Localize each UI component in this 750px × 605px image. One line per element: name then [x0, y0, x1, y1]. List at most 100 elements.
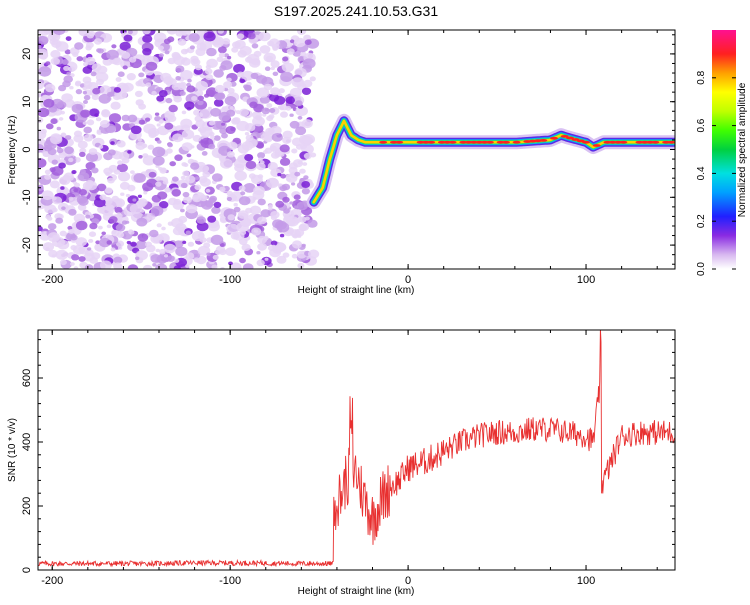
- noise-speckle: [45, 83, 56, 93]
- noise-speckle: [155, 176, 162, 181]
- noise-speckle: [173, 258, 180, 263]
- noise-speckle: [43, 231, 48, 236]
- noise-speckle: [76, 56, 84, 62]
- noise-speckle: [242, 263, 254, 269]
- noise-speckle: [217, 30, 224, 34]
- noise-speckle: [213, 201, 222, 208]
- noise-speckle: [295, 100, 303, 107]
- noise-speckle: [220, 60, 233, 71]
- noise-speckle: [92, 87, 101, 95]
- noise-speckle: [282, 196, 290, 203]
- noise-speckle: [69, 86, 74, 90]
- noise-speckle: [257, 216, 267, 225]
- noise-speckle: [159, 167, 167, 174]
- noise-speckle: [117, 163, 128, 173]
- noise-speckle: [289, 39, 295, 44]
- noise-speckle: [112, 57, 123, 66]
- noise-speckle: [67, 175, 74, 181]
- noise-speckle: [186, 85, 196, 93]
- noise-speckle: [193, 253, 198, 257]
- noise-speckle: [86, 179, 94, 186]
- noise-speckle: [95, 72, 109, 82]
- noise-speckle: [38, 226, 43, 232]
- noise-speckle: [291, 240, 303, 249]
- noise-speckle: [181, 129, 195, 140]
- noise-speckle: [292, 233, 299, 239]
- noise-speckle: [38, 45, 42, 49]
- noise-speckle: [180, 182, 188, 189]
- noise-speckle: [142, 264, 153, 269]
- snr-xtick-label: 0: [405, 575, 411, 587]
- noise-speckle: [206, 47, 217, 57]
- noise-speckle: [270, 211, 280, 219]
- noise-speckle: [122, 65, 128, 70]
- noise-speckle: [210, 135, 215, 139]
- noise-speckle: [199, 237, 207, 243]
- noise-speckle: [253, 103, 264, 113]
- noise-speckle: [51, 159, 58, 165]
- noise-speckle: [257, 174, 264, 179]
- noise-speckle: [197, 112, 203, 118]
- spectrogram-xtick-label: -200: [41, 274, 63, 286]
- noise-speckle: [193, 257, 200, 263]
- noise-speckle: [94, 113, 99, 118]
- noise-speckle: [145, 82, 152, 87]
- noise-speckle: [38, 117, 44, 123]
- noise-speckle: [150, 205, 164, 217]
- noise-speckle: [52, 196, 63, 205]
- noise-speckle: [220, 158, 233, 169]
- noise-speckle: [200, 127, 213, 138]
- noise-speckle: [185, 204, 198, 214]
- noise-speckle: [173, 240, 184, 249]
- noise-speckle: [288, 162, 298, 170]
- noise-speckle: [110, 247, 116, 252]
- noise-speckle: [276, 255, 287, 264]
- noise-speckle: [108, 149, 116, 156]
- noise-speckle: [264, 135, 273, 143]
- noise-speckle: [133, 173, 146, 183]
- noise-speckle: [138, 72, 145, 78]
- noise-speckle: [169, 161, 176, 167]
- noise-speckle: [166, 30, 178, 35]
- noise-speckle: [97, 183, 107, 192]
- noise-speckle: [258, 31, 271, 42]
- noise-speckle: [58, 162, 66, 169]
- noise-speckle: [85, 152, 99, 163]
- noise-speckle: [135, 80, 143, 87]
- noise-speckle: [55, 217, 64, 224]
- noise-speckle: [55, 41, 69, 52]
- noise-speckle: [272, 71, 279, 77]
- noise-speckle: [75, 104, 83, 110]
- noise-speckle: [289, 87, 302, 98]
- noise-speckle: [147, 144, 155, 150]
- noise-speckle: [47, 216, 53, 221]
- noise-speckle: [171, 189, 181, 197]
- noise-speckle: [186, 153, 192, 158]
- noise-speckle: [256, 75, 268, 84]
- noise-speckle: [211, 173, 223, 182]
- noise-speckle: [93, 38, 103, 45]
- colorbar-gradient: [712, 30, 736, 269]
- snr-xtick-label: -100: [219, 575, 241, 587]
- noise-speckle: [86, 32, 95, 39]
- noise-speckle: [270, 87, 281, 96]
- noise-speckle: [229, 106, 236, 111]
- noise-speckle: [110, 141, 115, 145]
- noise-speckle: [113, 169, 121, 175]
- noise-speckle: [241, 70, 254, 81]
- noise-speckle: [59, 259, 67, 266]
- noise-speckle: [205, 200, 214, 208]
- noise-speckle: [174, 154, 183, 161]
- noise-speckle: [219, 186, 226, 192]
- noise-speckle: [276, 222, 290, 233]
- noise-speckle: [264, 147, 273, 154]
- noise-speckle: [101, 109, 111, 118]
- noise-speckle: [111, 195, 120, 202]
- noise-speckle: [155, 181, 162, 187]
- noise-speckle: [233, 63, 245, 74]
- noise-speckle: [114, 206, 123, 214]
- signal-core: [651, 140, 660, 144]
- noise-speckle: [84, 264, 94, 269]
- noise-speckle: [75, 80, 82, 86]
